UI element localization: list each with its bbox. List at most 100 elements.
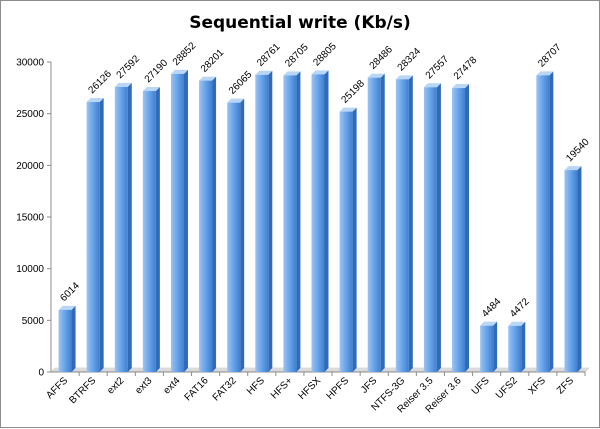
x-tick-label: HPFS (325, 375, 352, 402)
bar-side (408, 75, 413, 372)
bar-side (212, 76, 217, 373)
x-tick-label: AFFS (44, 375, 70, 401)
x-tick-label: ext4 (161, 375, 182, 396)
bar-top (142, 87, 160, 92)
x-tick-label: BTRFS (67, 375, 98, 406)
bar-side (493, 321, 498, 372)
y-tick-label: 0 (38, 368, 44, 379)
bar-side (465, 84, 470, 372)
bar-side (71, 305, 76, 372)
bar-top (58, 305, 76, 310)
x-tick-label: XFS (526, 375, 548, 397)
bar (508, 325, 522, 372)
bar-side (155, 87, 160, 372)
x-tick-label: JFS (359, 375, 380, 396)
data-label: 27478 (452, 54, 480, 82)
bar-top (311, 70, 329, 75)
x-tick-label: ZFS (555, 375, 576, 396)
bar (255, 74, 269, 372)
bar (58, 309, 72, 372)
bar (423, 87, 437, 373)
bar-side (240, 98, 245, 372)
bar-top (199, 76, 217, 81)
bar-side (296, 71, 301, 373)
y-tick-label: 15000 (16, 213, 44, 224)
bar-top (227, 98, 245, 103)
bar (536, 75, 550, 373)
data-label: 26065 (227, 69, 255, 97)
data-label: 28486 (368, 44, 396, 72)
bar-top (114, 82, 132, 87)
bar-top (480, 321, 498, 326)
x-tick-label: FAT32 (211, 375, 239, 403)
x-tick-label: ext2 (105, 375, 126, 396)
x-tick-label: HFS (245, 375, 267, 397)
bar-top (339, 107, 357, 112)
bar (452, 88, 466, 372)
x-tick-label: UFS2 (494, 375, 520, 401)
bar-top (395, 75, 413, 80)
bar-side (268, 70, 273, 372)
data-label: 25198 (339, 78, 367, 106)
bar (339, 111, 353, 372)
x-tick-label: ext3 (133, 375, 154, 396)
bar (367, 77, 381, 373)
data-label: 28707 (536, 42, 564, 70)
data-label: 27592 (115, 53, 143, 81)
bar-side (549, 71, 554, 373)
y-tick-label: 10000 (16, 264, 44, 275)
data-label: 28761 (255, 41, 283, 69)
y-tick-label: 5000 (22, 316, 45, 327)
bar-side (99, 98, 104, 372)
bar (114, 86, 128, 373)
bar-side (577, 166, 582, 372)
data-label: 28324 (396, 46, 424, 74)
x-tick-label: HFSX (296, 375, 323, 402)
bar-side (436, 83, 441, 373)
bar-side (380, 73, 385, 373)
bar-side (324, 70, 329, 373)
data-label: 28201 (199, 47, 227, 75)
data-label: 27557 (424, 54, 452, 82)
bar (395, 79, 409, 372)
bar-top (255, 70, 273, 75)
bar-top (170, 69, 188, 74)
bar-side (352, 107, 357, 372)
data-label: 4472 (508, 296, 532, 320)
x-tick-label: FAT16 (183, 375, 211, 403)
bar-side (183, 69, 188, 372)
data-label: 19540 (564, 136, 592, 164)
bar (170, 73, 184, 372)
bar-top (283, 71, 301, 76)
y-tick-label: 25000 (16, 109, 44, 120)
bar (227, 102, 241, 372)
bar (564, 170, 578, 372)
bar-top (423, 83, 441, 88)
bar-side (521, 321, 526, 372)
data-label: 26126 (87, 68, 115, 96)
bar-top (367, 73, 385, 78)
data-label: 28852 (171, 40, 199, 68)
bar-top (564, 166, 582, 171)
chart-title: Sequential write (Kb/s) (189, 13, 411, 33)
data-label: 28805 (311, 41, 339, 69)
y-tick-label: 20000 (16, 161, 44, 172)
bar (142, 91, 156, 372)
data-label: 27190 (143, 57, 171, 85)
x-tick-label: UFS (470, 375, 492, 397)
bar (480, 325, 494, 372)
bar (283, 75, 297, 373)
bar-side (127, 82, 132, 373)
data-label: 6014 (58, 280, 82, 304)
data-label: 4484 (480, 296, 504, 320)
bar-top (86, 98, 104, 103)
bar (311, 74, 325, 373)
bar-top (508, 321, 526, 326)
y-tick-label: 30000 (16, 58, 44, 69)
bar-top (452, 84, 470, 89)
data-label: 28705 (283, 42, 311, 70)
bar (86, 102, 100, 372)
bar-top (536, 71, 554, 76)
